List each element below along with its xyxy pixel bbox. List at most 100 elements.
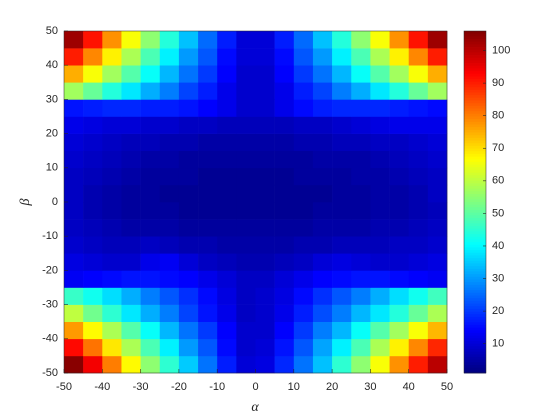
colorbar-segment xyxy=(464,127,486,131)
heatmap-cell xyxy=(427,270,448,288)
heatmap-cell xyxy=(427,65,448,83)
heatmap-cell xyxy=(121,133,141,151)
colorbar-segment xyxy=(464,332,486,336)
heatmap-cell xyxy=(370,304,390,322)
colorbar-segment xyxy=(464,218,486,222)
heatmap-cell xyxy=(293,219,314,237)
heatmap-cell xyxy=(140,99,161,117)
heatmap-cell xyxy=(64,236,84,254)
heatmap-cell xyxy=(427,321,448,340)
heatmap-cell xyxy=(198,99,218,117)
colorbar-segment xyxy=(464,183,486,187)
heatmap-cell xyxy=(159,236,180,254)
colorbar-segment xyxy=(464,311,486,315)
heatmap-cell xyxy=(312,150,333,169)
heatmap-cell xyxy=(408,253,429,271)
colorbar-segment xyxy=(464,145,486,149)
colorbar-segment xyxy=(464,52,486,56)
heatmap-cell xyxy=(312,31,333,49)
heatmap-cell xyxy=(217,99,237,117)
heatmap-cell xyxy=(83,219,103,237)
x-tick-label: 20 xyxy=(326,381,338,393)
heatmap-cell xyxy=(293,65,314,83)
heatmap-cell xyxy=(121,202,141,220)
heatmap-cell xyxy=(427,150,448,169)
heatmap-cell xyxy=(217,338,237,357)
heatmap-cell xyxy=(217,184,237,203)
heatmap-cell xyxy=(236,150,256,169)
colorbar-segment xyxy=(464,290,486,294)
heatmap-cell xyxy=(427,355,448,374)
colorbar-segment xyxy=(464,100,486,104)
colorbar-tick-label: 70 xyxy=(492,142,504,154)
heatmap-cell xyxy=(159,65,180,83)
heatmap-cell xyxy=(255,270,275,288)
heatmap-cell xyxy=(255,31,275,49)
heatmap-cell xyxy=(178,99,199,117)
heatmap-cell xyxy=(217,48,237,66)
heatmap-cell xyxy=(64,321,84,340)
heatmap-cell xyxy=(351,116,371,134)
heatmap-cell xyxy=(140,184,161,203)
heatmap-cell xyxy=(178,270,199,288)
heatmap-cell xyxy=(102,48,122,66)
heatmap-cells xyxy=(64,31,448,374)
colorbar-segment xyxy=(464,81,486,85)
heatmap-cell xyxy=(274,116,295,134)
y-axis-label: β xyxy=(18,198,33,206)
heatmap-cell xyxy=(408,338,429,357)
heatmap-cell xyxy=(389,355,409,374)
colorbar-segment xyxy=(464,252,486,256)
heatmap-cell xyxy=(332,150,352,169)
colorbar-segment xyxy=(464,202,486,206)
y-tick-label: 30 xyxy=(46,93,58,105)
heatmap-cell xyxy=(427,338,448,357)
heatmap-cell xyxy=(178,31,199,49)
heatmap-cell xyxy=(389,133,409,151)
colorbar-segment xyxy=(464,356,486,361)
heatmap-cell xyxy=(198,48,218,66)
heatmap-cell xyxy=(140,31,161,49)
colorbar-segment xyxy=(464,87,486,91)
heatmap-cell xyxy=(64,184,84,203)
colorbar-segment xyxy=(464,276,486,280)
heatmap-cell xyxy=(102,150,122,169)
colorbar-segment xyxy=(464,260,486,264)
heatmap-cell xyxy=(198,270,218,288)
heatmap-cell xyxy=(351,321,371,340)
heatmap-cell xyxy=(121,150,141,169)
heatmap-cell xyxy=(312,184,333,203)
heatmap-cell xyxy=(351,236,371,254)
heatmap-cell xyxy=(255,202,275,220)
colorbar-segment xyxy=(464,129,486,133)
colorbar-segment xyxy=(464,60,486,64)
colorbar-tick-label: 20 xyxy=(492,305,504,317)
colorbar-segment xyxy=(464,153,486,157)
heatmap-cell xyxy=(389,167,409,186)
heatmap-cell xyxy=(140,270,161,288)
heatmap-cell xyxy=(198,236,218,254)
heatmap-cell xyxy=(178,304,199,322)
colorbar-tick-label: 60 xyxy=(492,175,504,187)
heatmap-cell xyxy=(83,355,103,374)
heatmap-cell xyxy=(102,184,122,203)
heatmap-cell xyxy=(351,150,371,169)
heatmap-cell xyxy=(64,202,84,220)
heatmap-cell xyxy=(332,82,352,100)
heatmap-cell xyxy=(64,167,84,186)
heatmap-cell xyxy=(312,355,333,374)
heatmap-cell xyxy=(159,253,180,271)
heatmap-cell xyxy=(159,355,180,374)
heatmap-cell xyxy=(274,287,295,305)
heatmap-cell xyxy=(332,167,352,186)
colorbar-segment xyxy=(464,279,486,283)
heatmap-cell xyxy=(351,253,371,271)
heatmap-cell xyxy=(332,338,352,357)
x-tick-label: -50 xyxy=(56,381,72,393)
heatmap-cell xyxy=(389,82,409,100)
heatmap-cell xyxy=(332,321,352,340)
heatmap-cell xyxy=(121,338,141,357)
heatmap-cell xyxy=(293,116,314,134)
colorbar-segment xyxy=(464,255,486,259)
heatmap-cell xyxy=(332,219,352,237)
